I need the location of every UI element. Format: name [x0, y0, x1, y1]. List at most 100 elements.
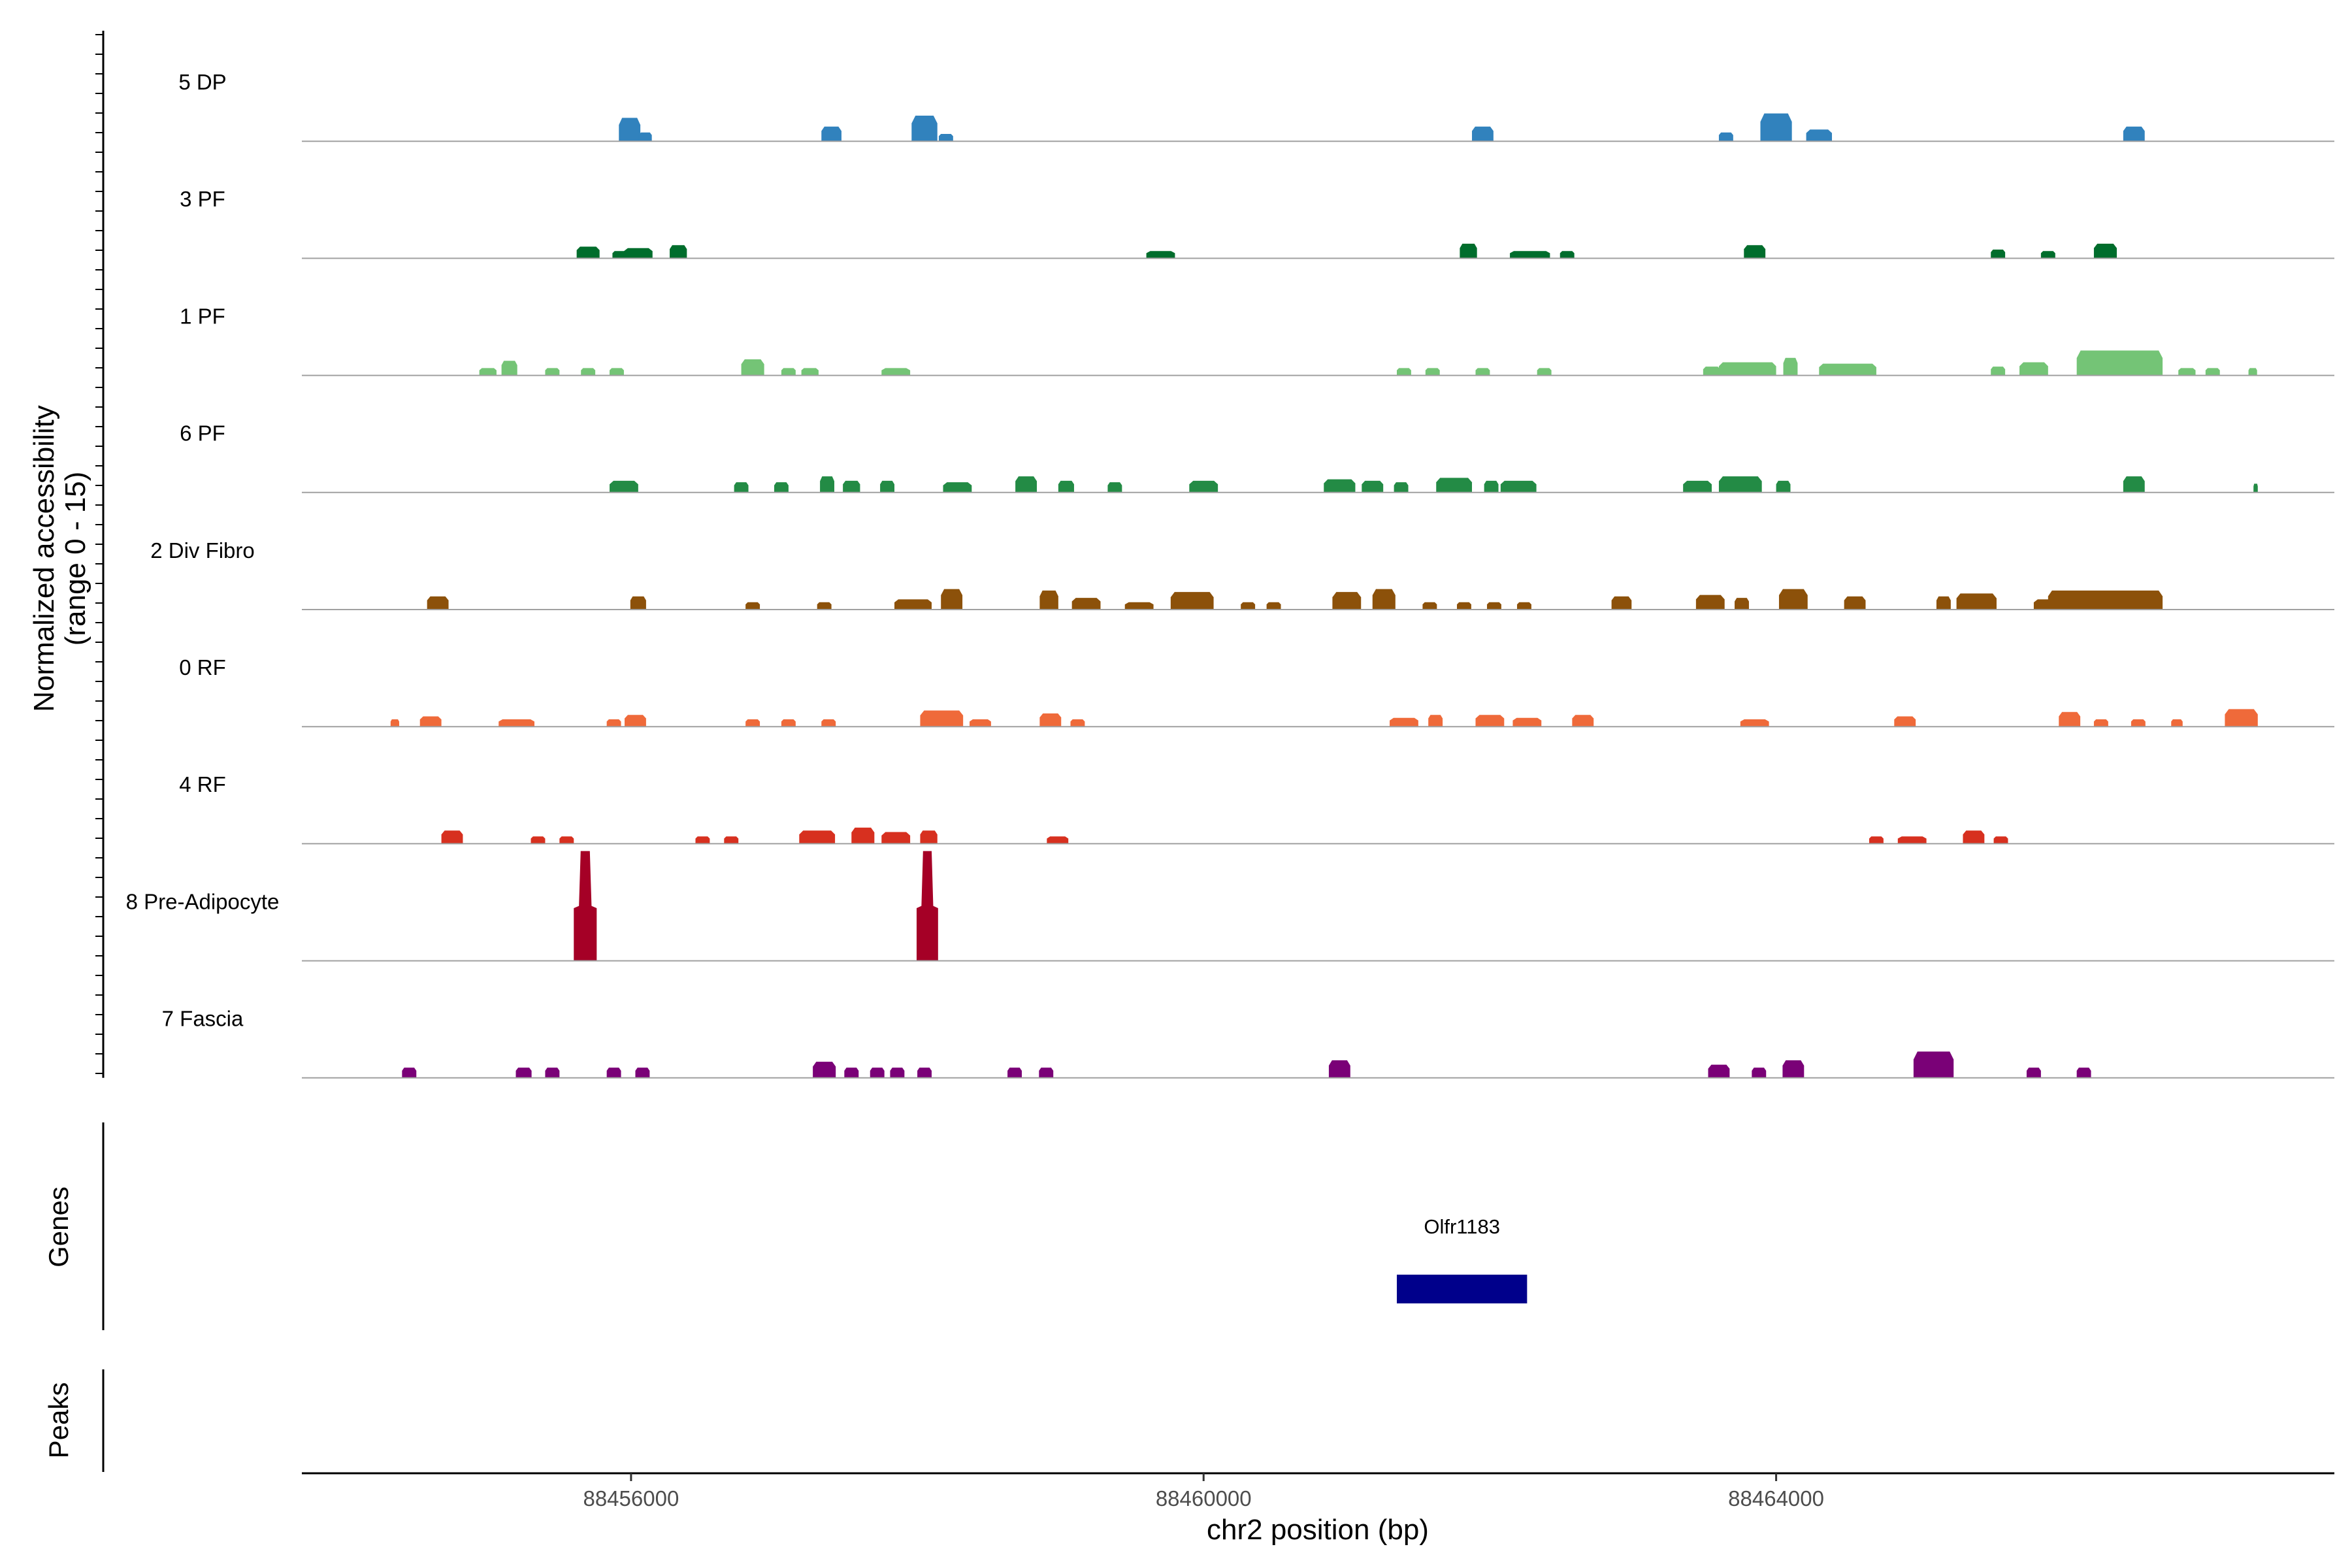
peak-mark [695, 836, 710, 844]
peak-mark [630, 596, 646, 610]
peak-mark [1058, 480, 1074, 493]
peak-mark [844, 1068, 859, 1078]
peak-mark [1039, 713, 1062, 727]
peak-mark [1472, 126, 1494, 142]
peak-mark [970, 719, 991, 727]
peak-mark [1936, 596, 1951, 610]
peak-mark [1537, 368, 1552, 376]
x-tick-label: 88460000 [1156, 1486, 1252, 1511]
y-axis-title-line2: (range 0 - 15) [59, 472, 91, 646]
peak-mark [2093, 244, 2117, 259]
genes-panel-title: Genes [43, 1186, 74, 1267]
peak-mark [479, 368, 497, 376]
peak-mark [1718, 476, 1762, 493]
peak-mark [1703, 367, 1721, 376]
peak-mark [2123, 126, 2145, 142]
track-0-rf: 0 RF [179, 655, 2334, 728]
peak-mark [610, 480, 638, 493]
peak-mark [741, 359, 764, 376]
track-label: 5 DP [178, 70, 226, 94]
track-7-fascia: 7 Fascia [162, 1007, 2334, 1079]
peak-mark [813, 1062, 836, 1078]
peak-mark [1266, 602, 1281, 610]
peak-mark [1517, 602, 1531, 610]
peak-mark [1071, 598, 1101, 610]
peak-mark [1332, 592, 1362, 610]
peak-mark [623, 248, 653, 259]
peak-mark [1436, 478, 1473, 493]
peak-mark [941, 589, 963, 610]
peak-mark [419, 716, 442, 727]
peak-mark [745, 719, 760, 727]
peak-mark [1782, 1060, 1805, 1078]
peak-mark [619, 118, 641, 142]
peak-mark [1241, 602, 1256, 610]
x-axis-ticks: 88456000 88460000 88464000 [583, 1473, 1824, 1511]
peak-mark [610, 368, 624, 376]
peak-mark [531, 836, 546, 844]
gene-label: Olfr1183 [1424, 1215, 1500, 1238]
peak-mark [1170, 592, 1214, 610]
peak-mark [916, 851, 938, 961]
track-5-dp: 5 DP [178, 70, 2334, 142]
peak-mark [1396, 368, 1411, 376]
peak-mark [938, 134, 953, 142]
peak-mark [821, 126, 841, 142]
peak-mark [1107, 482, 1122, 493]
peak-mark [799, 830, 836, 844]
peak-mark [781, 368, 796, 376]
accessibility-tracks: 5 DP 3 PF 1 PF 6 PF 2 Div Fibro 0 RF 4 RF 8 Pre… [126, 70, 2334, 1079]
peak-mark [880, 480, 895, 493]
peak-mark [1776, 480, 1791, 493]
peak-mark [1512, 717, 1542, 727]
y-axis [95, 31, 105, 1078]
y-axis-title-line1: Normalized accessibility [28, 405, 60, 711]
peak-mark [2171, 719, 2183, 727]
peak-mark [1752, 1068, 1767, 1078]
peak-mark [1425, 368, 1440, 376]
peak-mark [581, 368, 596, 376]
track-label: 6 PF [180, 421, 225, 446]
peak-mark [1484, 480, 1499, 493]
peak-mark [2076, 1068, 2091, 1078]
peak-mark [1718, 132, 1733, 142]
peak-mark [576, 246, 600, 259]
peak-mark [1328, 1060, 1350, 1078]
track-label: 1 PF [180, 304, 225, 328]
peak-mark [1428, 715, 1443, 727]
peak-mark [1124, 602, 1154, 610]
peak-mark [1510, 251, 1550, 259]
peak-mark [1189, 480, 1218, 493]
peak-mark [638, 132, 652, 142]
peak-mark [1324, 479, 1356, 493]
peak-mark [1991, 367, 2006, 376]
peak-mark [920, 710, 964, 727]
peak-mark [1778, 589, 1808, 610]
peak-mark [1993, 836, 2008, 844]
peak-mark [917, 1068, 932, 1078]
peak-mark [2178, 368, 2196, 376]
peak-mark [1475, 368, 1490, 376]
peak-mark [2076, 350, 2163, 376]
peak-mark [2131, 719, 2146, 727]
peak-mark [843, 480, 860, 493]
peak-mark [1146, 251, 1175, 259]
peak-mark [774, 482, 789, 493]
peak-mark [2040, 251, 2055, 259]
peak-mark [441, 830, 463, 844]
peak-mark [870, 1068, 885, 1078]
peak-mark [1039, 1068, 1054, 1078]
peak-mark [1695, 595, 1725, 610]
peak-mark [606, 1068, 621, 1078]
track-2-div-fibro: 2 Div Fibro [150, 538, 2334, 610]
peak-mark [1460, 244, 1477, 259]
peak-mark [734, 482, 749, 493]
peak-mark [1475, 715, 1505, 727]
peak-mark [1560, 251, 1575, 259]
peak-mark [1500, 480, 1537, 493]
peak-mark [1015, 476, 1037, 493]
peak-mark [1735, 598, 1749, 610]
peak-mark [670, 245, 687, 259]
